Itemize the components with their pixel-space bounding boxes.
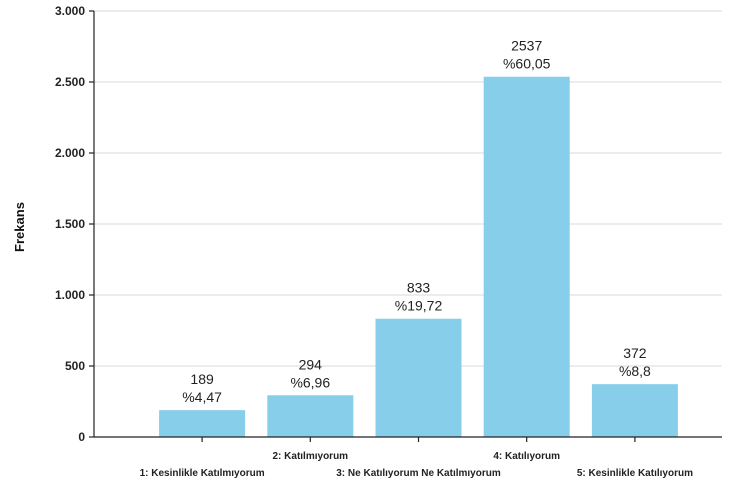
x-category-label: 5: Kesinlikle Katılıyorum	[577, 468, 693, 479]
x-category-label: 1: Kesinlikle Katılmıyorum	[140, 468, 265, 479]
bar-percent-label: %60,05	[503, 56, 551, 72]
x-category-label: 3: Ne Katılıyorum Ne Katılmıyorum	[336, 468, 501, 479]
bar	[159, 410, 246, 437]
y-tick-label: 1.500	[55, 217, 85, 231]
y-tick-label: 500	[65, 359, 85, 373]
bar-value-label: 833	[407, 280, 431, 296]
y-tick-label: 3.000	[55, 4, 85, 18]
bar-value-label: 294	[299, 356, 323, 372]
bar-value-label: 2537	[511, 38, 542, 54]
gridlines	[94, 10, 722, 367]
bar	[267, 395, 354, 437]
bar-percent-label: %19,72	[395, 298, 443, 314]
x-category-label: 4: Katılıyorum	[493, 451, 560, 462]
y-axis-label: Frekans	[12, 202, 27, 252]
bars	[159, 76, 678, 437]
bar	[375, 318, 462, 437]
axes	[89, 10, 722, 442]
bar-percent-label: %6,96	[290, 374, 330, 390]
y-tick-label: 1.000	[55, 288, 85, 302]
bar	[591, 384, 678, 437]
bar-value-label: 372	[623, 345, 647, 361]
labels: 0 500 1.000 1.500 2.000 2.500 3.000 189 %4,47 1: …	[55, 4, 693, 479]
bar-value-label: 189	[190, 371, 214, 387]
y-tick-label: 2.500	[55, 75, 85, 89]
y-tick-label: 0	[78, 430, 85, 444]
bar-percent-label: %8,8	[619, 363, 651, 379]
y-tick-label: 2.000	[55, 146, 85, 160]
bar-percent-label: %4,47	[182, 389, 222, 405]
bar	[483, 76, 570, 437]
x-category-label: 2: Katılmıyorum	[273, 451, 349, 462]
